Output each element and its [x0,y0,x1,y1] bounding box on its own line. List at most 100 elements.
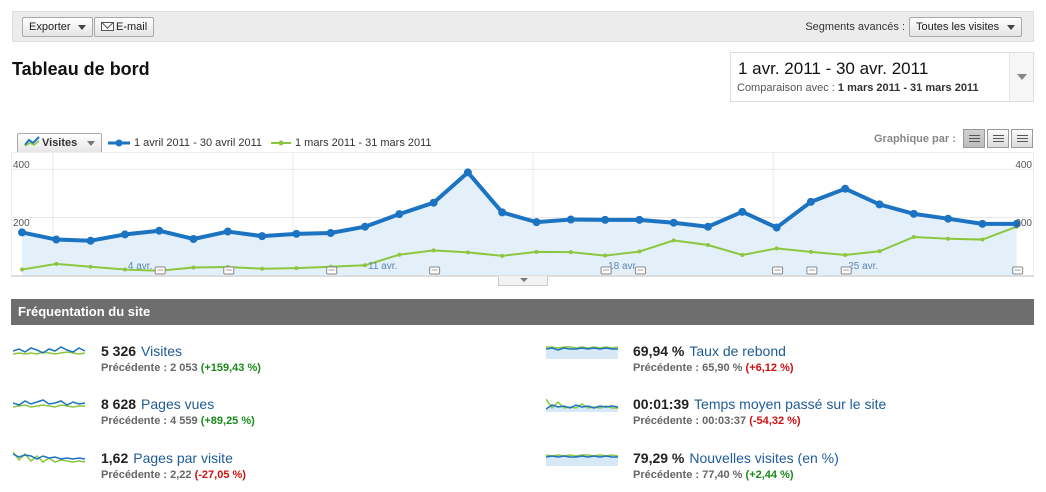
stat-previous: Précédente : 4 559 (+89,25 %) [101,415,255,427]
stat-metric-link[interactable]: Visites [141,343,183,359]
stat-value-line: 8 628 Pages vues [101,396,214,412]
toolbar: Exporter E-mail Segments avancés : Toute… [12,11,1034,42]
current-point [532,218,541,227]
previous-point [568,250,573,255]
sparkline-icon [13,346,86,355]
stat-value-line: 00:01:39 Temps moyen passé sur le site [633,396,886,412]
previous-point [431,248,436,253]
x-tick-label: 18 avr. [608,261,638,272]
legend-previous-label: 1 mars 2011 - 31 mars 2011 [295,137,432,149]
current-point [155,226,164,235]
comparison-range: 1 mars 2011 - 31 mars 2011 [837,82,979,94]
previous-point [397,252,402,257]
stat-3[interactable]: 1,62 Pages par visite Précédente : 2,22 (-… [13,450,483,490]
stat-previous: Précédente : 65,90 % (+6,12 %) [633,362,794,374]
current-point [601,215,610,224]
previous-point [740,252,745,257]
current-series-line [21,170,1017,243]
stat-value-line: 79,29 % Nouvelles visites (en %) [633,450,839,466]
stat-change: (+89,25 %) [200,415,255,427]
stat-change: (+159,43 %) [200,362,261,374]
stat-change: (+2,44 %) [745,469,794,481]
stat-2[interactable]: 8 628 Pages vues Précédente : 4 559 (+89,2… [13,396,483,436]
stat-value-line: 1,62 Pages par visite [101,450,233,466]
current-point [18,228,26,237]
stat-change: (+6,12 %) [745,362,794,374]
x-tick-label: 25 avr. [848,261,878,272]
stat-previous-value: 77,40 % [702,469,743,481]
stat-6[interactable]: 79,29 % Nouvelles visites (en %) Précédent… [546,450,1016,490]
stat-previous-label: Précédente : [633,469,700,481]
y-tick-label-right: 200 [1015,218,1032,229]
visits-line-chart: 400 400 200 200 4 avr. 11 avr. 18 avr. 25 avr. [11,152,1034,276]
chart-expander-handle[interactable] [498,276,548,286]
current-point [635,215,644,224]
y-tick-label-left: 400 [13,160,30,171]
previous-point [294,266,299,271]
annotation-icon [634,266,646,275]
previous-point [808,249,813,254]
previous-point [534,249,539,254]
current-point [841,184,850,193]
current-point [86,236,95,245]
previous-point [465,250,470,255]
y-tick-label-right: 400 [1015,160,1032,171]
legend-current-swatch [108,139,130,147]
current-point [223,227,232,236]
previous-point [88,264,93,269]
current-point [875,200,884,209]
stat-5[interactable]: 00:01:39 Temps moyen passé sur le site Pré… [546,396,1016,436]
current-point [772,223,781,232]
graph-by-month-button[interactable] [1011,129,1033,148]
stat-previous-value: 2 053 [170,362,198,374]
envelope-icon [101,22,114,31]
x-tick-label: 11 avr. [368,261,397,272]
stat-1[interactable]: 5 326 Visites Précédente : 2 053 (+159,43 … [13,343,483,383]
current-point [566,215,575,224]
export-button[interactable]: Exporter [22,17,93,37]
stat-value-line: 69,94 % Taux de rebond [633,343,786,359]
stat-value: 1,62 [101,450,129,466]
export-label: Exporter [29,21,71,33]
annotation-icon [806,266,818,275]
stat-4[interactable]: 69,94 % Taux de rebond Précédente : 65,90 … [546,343,1016,383]
date-range-selector[interactable]: 1 avr. 2011 - 30 avr. 2011 Comparaison a… [730,52,1034,102]
legend-previous: 1 mars 2011 - 31 mars 2011 [271,137,432,149]
previous-point [363,263,367,268]
graph-by-day-button[interactable] [963,129,985,148]
stat-change: (-27,05 %) [194,469,246,481]
stat-metric-link[interactable]: Taux de rebond [689,343,786,359]
stat-previous-label: Précédente : [633,415,700,427]
stat-previous: Précédente : 00:03:37 (-54,32 %) [633,415,801,427]
comparison-prefix: Comparaison avec : [737,82,835,94]
legend-current: 1 avril 2011 - 30 avril 2011 [108,137,262,149]
annotation-icon [154,266,166,275]
page-title: Tableau de bord [12,59,150,79]
previous-point [637,249,642,254]
stat-metric-link[interactable]: Pages vues [141,396,215,412]
metric-select-label: Visites [42,137,78,149]
current-point [669,218,678,227]
stat-metric-link[interactable]: Nouvelles visites (en %) [689,450,839,466]
stat-previous-value: 65,90 % [702,362,743,374]
stat-metric-link[interactable]: Pages par visite [133,450,233,466]
stat-metric-link[interactable]: Temps moyen passé sur le site [694,396,887,412]
sparkline-icon [546,398,619,412]
stat-value: 5 326 [101,343,137,359]
sparkline-icon [546,454,619,466]
legend-previous-swatch [271,140,291,146]
email-button[interactable]: E-mail [94,17,155,37]
previous-point [260,266,265,271]
chevron-down-icon[interactable] [1009,53,1033,101]
previous-point [500,253,505,258]
sparkline-icon [546,346,619,359]
current-point [978,219,987,228]
metric-select[interactable]: Visites [17,133,102,153]
date-range-current: 1 avr. 2011 - 30 avr. 2011 [738,59,929,78]
annotation-icon [326,266,338,275]
graph-by-week-button[interactable] [987,129,1009,148]
email-label: E-mail [116,21,148,33]
segments-select[interactable]: Toutes les visites [909,17,1022,37]
stat-value: 69,94 % [633,343,685,359]
previous-point [671,238,676,243]
